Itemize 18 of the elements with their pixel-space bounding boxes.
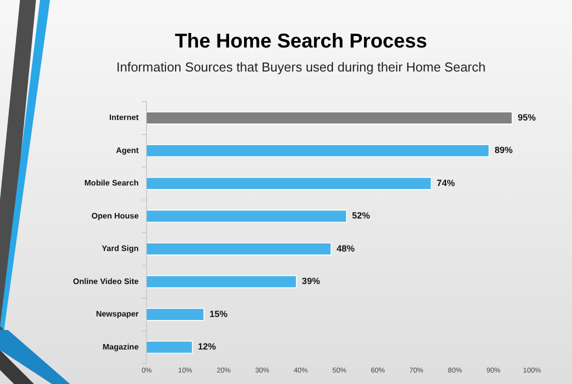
y-tick-label: Online Video Site bbox=[72, 276, 140, 286]
data-label: 95% bbox=[518, 112, 536, 122]
y-tick-label: Open House bbox=[92, 211, 140, 220]
y-tick-label: Magazine bbox=[102, 342, 140, 352]
chart-subtitle: Information Sources that Buyers used during their Home Search bbox=[116, 59, 486, 74]
data-label: 48% bbox=[336, 243, 355, 254]
data-label: 52% bbox=[352, 210, 370, 221]
y-tick-label: Yard Sign bbox=[102, 244, 139, 254]
data-label: 12% bbox=[198, 342, 216, 352]
y-tick-label: Newspaper bbox=[96, 310, 139, 319]
y-tick-label: Agent bbox=[116, 146, 139, 155]
data-label: 39% bbox=[302, 276, 320, 286]
data-label: 15% bbox=[209, 308, 228, 319]
chart-title: The Home Search Process bbox=[174, 30, 428, 53]
data-label: 89% bbox=[494, 145, 513, 156]
data-label: 74% bbox=[436, 178, 455, 188]
y-tick-label: Internet bbox=[109, 113, 139, 122]
y-tick-label: Mobile Search bbox=[84, 178, 139, 188]
